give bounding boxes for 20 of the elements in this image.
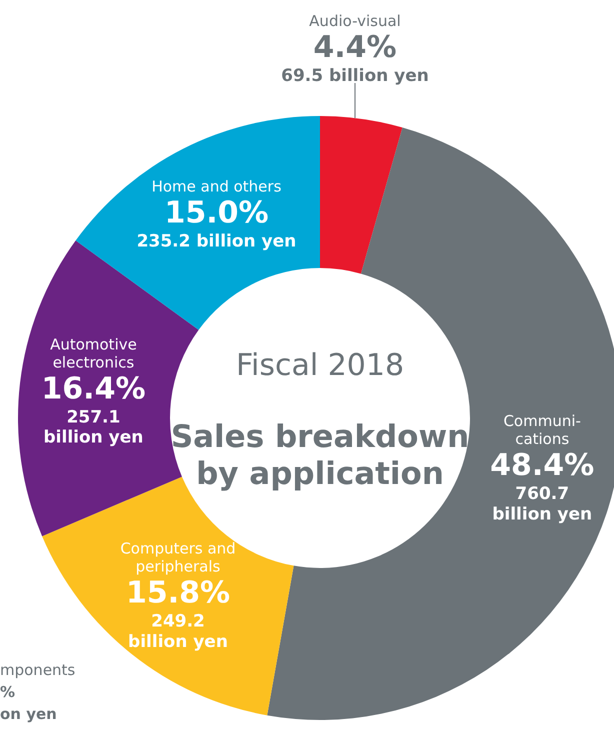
- text: Fiscal 2018: [236, 348, 404, 383]
- text: %: [0, 683, 16, 701]
- text: 257.1 billion yen: [44, 407, 144, 448]
- slice-label: Audio-visual: [309, 12, 401, 30]
- text: 249.2 billion yen: [128, 611, 228, 652]
- slice-label: Communi- cations: [503, 412, 581, 448]
- text: 235.2 billion yen: [136, 231, 296, 252]
- data-label: 15.0%: [164, 195, 269, 230]
- slice-label: Automotive electronics: [50, 335, 137, 372]
- text: 760.7 billion yen: [492, 484, 592, 525]
- data-label: 15.8%: [126, 575, 230, 610]
- text: 69.5 billion yen: [281, 66, 429, 86]
- text: Sales breakdown by application: [170, 419, 470, 492]
- slice-label: Computers and peripherals: [120, 539, 236, 576]
- text: mponents: [0, 661, 76, 679]
- data-label: 4.4%: [313, 30, 397, 65]
- text: on yen: [0, 705, 57, 723]
- slice-label: Home and others: [152, 177, 282, 196]
- data-label: 16.4%: [41, 371, 146, 406]
- data-label: 48.4%: [490, 448, 594, 484]
